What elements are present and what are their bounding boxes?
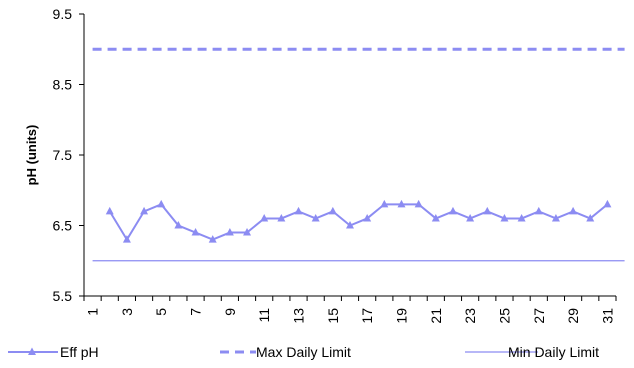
x-tick-label: 3 bbox=[119, 308, 135, 316]
legend-label: Eff pH bbox=[60, 344, 99, 360]
data-point bbox=[551, 213, 560, 222]
data-point bbox=[397, 199, 406, 208]
data-point bbox=[466, 213, 475, 222]
data-point bbox=[603, 199, 612, 208]
x-tick-label: 5 bbox=[153, 308, 169, 316]
legend-label: Min Daily Limit bbox=[508, 344, 599, 360]
x-tick-label: 25 bbox=[496, 308, 512, 324]
data-point bbox=[225, 228, 234, 236]
series-lines bbox=[92, 47, 625, 262]
data-point bbox=[328, 206, 337, 215]
legend: Eff pH Max Daily Limit Min Daily Limit bbox=[8, 344, 599, 360]
x-tick-label: 13 bbox=[291, 308, 307, 324]
legend-item-min-daily-limit: Min Daily Limit bbox=[465, 344, 599, 360]
legend-item-eff-ph: Eff pH bbox=[8, 344, 99, 360]
x-tick-label: 1 bbox=[85, 308, 101, 316]
x-tick-label: 29 bbox=[565, 308, 581, 324]
x-tick-label: 19 bbox=[393, 308, 409, 324]
data-point bbox=[569, 206, 578, 215]
legend-marker bbox=[28, 347, 36, 355]
x-tick-label: 7 bbox=[188, 308, 204, 316]
series-line-eff-ph bbox=[108, 203, 609, 242]
data-point bbox=[243, 228, 252, 236]
data-point bbox=[174, 221, 183, 229]
data-point bbox=[260, 213, 269, 222]
data-point bbox=[157, 199, 166, 208]
data-point bbox=[483, 206, 492, 215]
data-point bbox=[431, 213, 440, 222]
x-tick-label: 17 bbox=[359, 308, 375, 324]
series-markers bbox=[105, 199, 612, 243]
data-point bbox=[294, 206, 303, 215]
y-tick-label: 6.5 bbox=[53, 218, 73, 234]
data-point bbox=[311, 213, 320, 222]
data-point bbox=[500, 213, 509, 222]
data-point bbox=[140, 206, 149, 215]
data-point bbox=[346, 221, 354, 229]
y-tick-label: 8.5 bbox=[53, 77, 73, 93]
data-point bbox=[191, 228, 200, 236]
data-point bbox=[363, 213, 372, 222]
x-ticks: 1 3 5 7 9 11 13 15 17 19 21 23 25 27 29 31 bbox=[83, 296, 617, 324]
x-tick-label: 31 bbox=[599, 308, 615, 324]
x-tick-label: 23 bbox=[462, 308, 478, 324]
data-point bbox=[208, 235, 217, 243]
data-point bbox=[517, 213, 526, 222]
y-axis-title: pH (units) bbox=[24, 125, 39, 186]
y-tick-label: 7.5 bbox=[53, 147, 73, 163]
y-ticks: 5.5 6.5 7.5 8.5 9.5 bbox=[53, 6, 84, 304]
x-tick-label: 15 bbox=[325, 308, 341, 324]
x-tick-label: 9 bbox=[222, 308, 238, 316]
legend-label: Max Daily Limit bbox=[256, 344, 351, 360]
data-point bbox=[414, 199, 423, 208]
data-point bbox=[586, 213, 595, 222]
data-point bbox=[534, 206, 543, 215]
data-point bbox=[122, 235, 131, 243]
x-tick-label: 21 bbox=[428, 308, 444, 324]
legend-item-max-daily-limit: Max Daily Limit bbox=[220, 344, 351, 360]
x-tick-label: 27 bbox=[531, 308, 547, 324]
y-tick-label: 5.5 bbox=[53, 288, 73, 304]
data-point bbox=[448, 206, 457, 215]
data-point bbox=[380, 199, 389, 208]
data-point bbox=[277, 213, 286, 222]
y-tick-label: 9.5 bbox=[53, 6, 73, 22]
data-point bbox=[105, 206, 114, 215]
axes bbox=[83, 14, 616, 297]
x-tick-label: 11 bbox=[256, 308, 272, 323]
